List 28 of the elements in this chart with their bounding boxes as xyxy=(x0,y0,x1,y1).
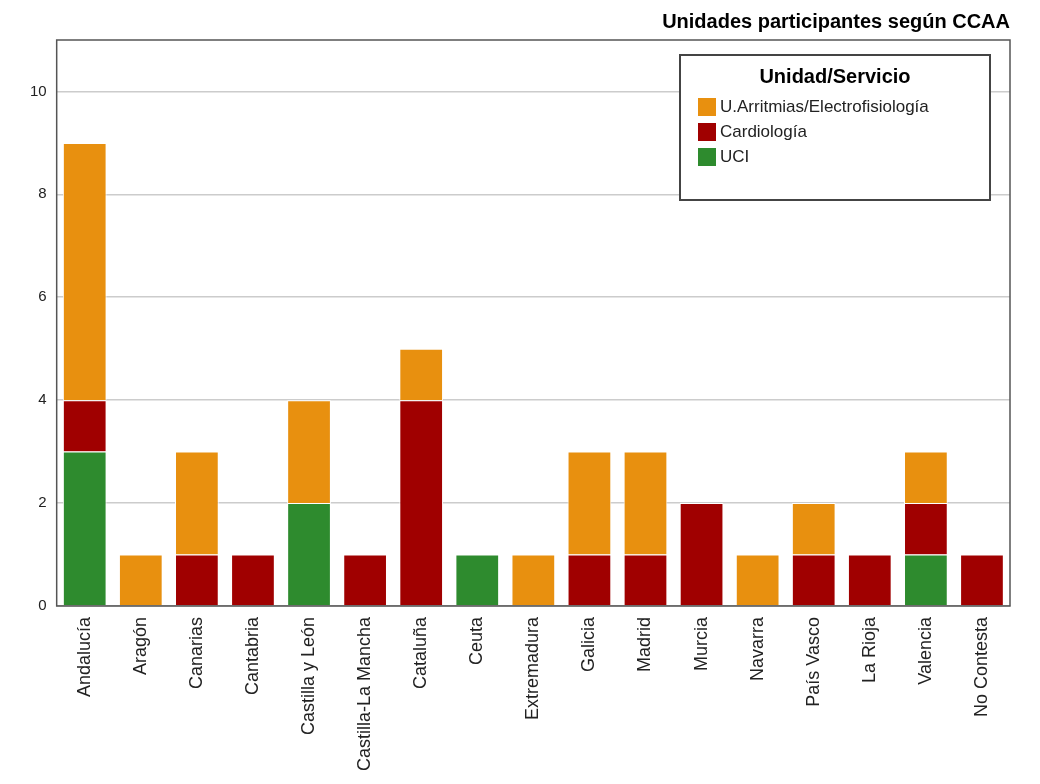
x-tick-label: Cataluña xyxy=(410,615,431,689)
y-tick-label: 8 xyxy=(38,184,47,202)
x-tick-label: Galicia xyxy=(578,615,599,672)
x-tick-label: Cantabria xyxy=(241,615,262,695)
x-tick-label: Castilla-La Mancha xyxy=(354,615,375,772)
x-tick-label: País Vasco xyxy=(802,616,823,707)
x-tick-label: Andalucía xyxy=(73,615,94,697)
x-tick-label: La Rioja xyxy=(858,615,879,683)
x-tick-label: Canarias xyxy=(185,616,206,689)
y-tick-label: 0 xyxy=(38,596,47,614)
y-tick-label: 2 xyxy=(38,493,47,511)
legend-label: U.Arritmias/Electrofisiología xyxy=(720,96,930,116)
x-tick-label: Navarra xyxy=(746,615,767,681)
legend-label: Cardiología xyxy=(720,121,808,141)
y-tick-label: 4 xyxy=(38,390,47,408)
x-tick-label: Ceuta xyxy=(466,615,487,665)
legend-title: Unidad/Servicio xyxy=(759,64,911,87)
x-tick-label: Murcia xyxy=(690,615,711,671)
chart-title: Unidades participantes según CCAA xyxy=(662,9,1010,32)
x-tick-label: Extremadura xyxy=(522,615,543,720)
y-tick-label: 10 xyxy=(30,81,47,99)
x-tick-label: No Contesta xyxy=(970,615,991,717)
legend-label: UCI xyxy=(720,146,750,166)
x-tick-label: Valencia xyxy=(914,615,935,685)
x-tick-label: Castilla y León xyxy=(298,616,318,736)
y-tick-label: 6 xyxy=(38,287,47,305)
x-tick-label: Madrid xyxy=(634,616,655,672)
x-tick-label: Aragón xyxy=(129,616,150,675)
